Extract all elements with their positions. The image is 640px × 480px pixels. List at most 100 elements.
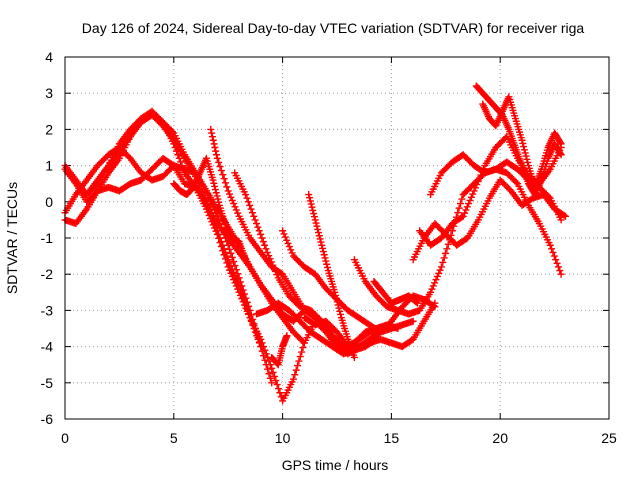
series-track-3	[61, 144, 276, 387]
plus-marker	[231, 203, 239, 211]
plus-marker	[312, 219, 320, 227]
plus-marker	[548, 245, 556, 253]
plus-marker	[305, 191, 313, 199]
plus-marker	[317, 238, 325, 246]
plus-marker	[272, 377, 280, 385]
plus-marker	[219, 171, 227, 179]
plus-marker	[316, 235, 324, 243]
y-tick-label: 2	[45, 121, 53, 137]
plus-marker	[210, 179, 218, 187]
plus-marker	[224, 187, 232, 195]
plus-marker	[267, 258, 275, 266]
plus-marker	[561, 212, 569, 220]
plus-marker	[227, 193, 235, 201]
plus-marker	[234, 209, 242, 217]
plus-marker	[436, 266, 444, 274]
plus-marker	[466, 196, 474, 204]
plus-marker	[463, 203, 471, 211]
plus-marker	[244, 198, 252, 206]
grid-lines	[65, 57, 609, 419]
plus-marker	[332, 291, 340, 299]
plus-marker	[265, 357, 273, 365]
plus-marker	[550, 252, 558, 260]
plus-marker	[230, 200, 238, 208]
plus-marker	[269, 368, 277, 376]
plus-marker	[221, 179, 229, 187]
plus-marker	[247, 311, 255, 319]
plus-marker	[265, 370, 273, 378]
plus-marker	[523, 155, 531, 163]
plus-marker	[241, 290, 249, 298]
plus-marker	[372, 335, 380, 343]
plus-marker	[287, 246, 295, 254]
plus-marker	[306, 197, 314, 205]
plus-marker	[261, 356, 269, 364]
series-track-18	[479, 93, 565, 191]
plus-marker	[209, 176, 217, 184]
plus-marker	[440, 254, 448, 262]
plus-marker	[227, 249, 235, 257]
series-track-2	[61, 111, 265, 351]
plus-marker	[249, 315, 257, 323]
plus-marker	[552, 256, 560, 264]
plus-marker	[546, 241, 554, 249]
series-track-17	[472, 82, 565, 199]
plus-marker	[273, 381, 281, 389]
plus-marker	[299, 338, 307, 346]
plus-marker	[431, 303, 439, 311]
plus-marker	[213, 192, 221, 200]
y-tick-label: 4	[45, 49, 53, 65]
x-tick-label: 25	[601, 430, 617, 446]
plus-marker	[216, 163, 224, 171]
plus-marker	[212, 189, 220, 197]
plus-marker	[444, 240, 452, 248]
plus-marker	[310, 210, 318, 218]
plus-marker	[177, 158, 185, 166]
plus-marker	[232, 206, 240, 214]
plus-marker	[248, 209, 256, 217]
plus-marker	[432, 276, 440, 284]
plus-marker	[350, 353, 358, 361]
plus-marker	[263, 248, 271, 256]
plus-marker	[371, 336, 379, 344]
plus-marker	[294, 362, 302, 370]
plus-marker	[250, 212, 258, 220]
plus-marker	[257, 343, 265, 351]
plus-marker	[296, 353, 304, 361]
plus-marker	[467, 193, 475, 201]
plus-marker	[310, 213, 318, 221]
plus-marker	[270, 372, 278, 380]
plus-marker	[456, 200, 464, 208]
plus-marker	[270, 264, 278, 272]
series-track-11	[300, 314, 395, 351]
plus-marker	[412, 298, 420, 306]
plus-marker	[435, 269, 443, 277]
plus-marker	[323, 260, 331, 268]
x-axis-label: GPS time / hours	[282, 457, 389, 473]
plus-marker	[315, 232, 323, 240]
series-track-19	[370, 277, 422, 307]
plus-marker	[217, 167, 225, 175]
plus-marker	[458, 195, 466, 203]
plus-marker	[262, 245, 270, 253]
plus-marker	[314, 225, 322, 233]
plus-marker	[524, 158, 532, 166]
plus-marker	[318, 241, 326, 249]
plus-marker	[321, 254, 329, 262]
plus-marker	[238, 282, 246, 290]
plus-marker	[228, 253, 236, 261]
plus-marker	[275, 385, 283, 393]
plus-marker	[273, 360, 281, 368]
plus-marker	[557, 270, 565, 278]
plus-marker	[337, 310, 345, 318]
plus-marker	[459, 212, 467, 220]
plus-marker	[261, 241, 269, 249]
plus-marker	[557, 140, 565, 148]
plus-marker	[236, 278, 244, 286]
plus-marker	[224, 256, 232, 264]
plus-marker	[220, 175, 228, 183]
plus-marker	[213, 151, 221, 159]
plus-marker	[336, 307, 344, 315]
plus-marker	[231, 262, 239, 270]
